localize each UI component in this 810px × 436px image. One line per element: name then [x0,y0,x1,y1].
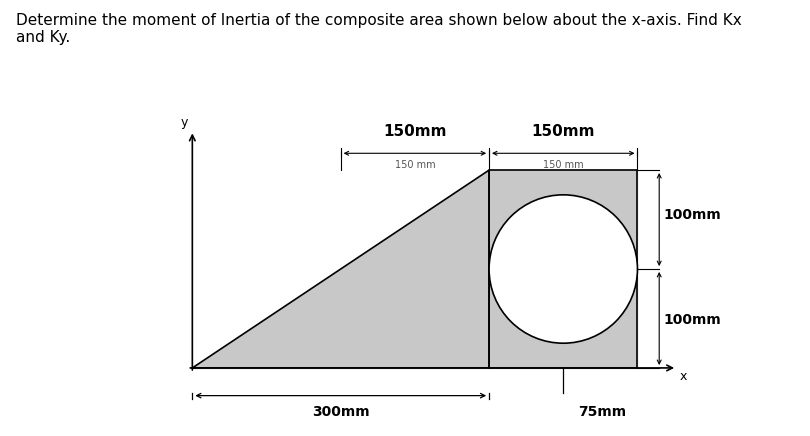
Text: Determine the moment of Inertia of the composite area shown below about the x-ax: Determine the moment of Inertia of the c… [16,13,742,45]
Text: 150 mm: 150 mm [543,160,583,170]
Circle shape [489,195,637,343]
Text: 300mm: 300mm [312,405,369,419]
Text: 75mm: 75mm [578,405,626,419]
Text: y: y [181,116,189,129]
Polygon shape [192,170,489,368]
Polygon shape [489,170,637,368]
Text: 150mm: 150mm [531,124,595,140]
Text: 150 mm: 150 mm [394,160,435,170]
Text: x: x [680,370,688,383]
Text: 100mm: 100mm [663,208,721,221]
Text: 150mm: 150mm [383,124,446,140]
Text: 100mm: 100mm [663,313,721,327]
